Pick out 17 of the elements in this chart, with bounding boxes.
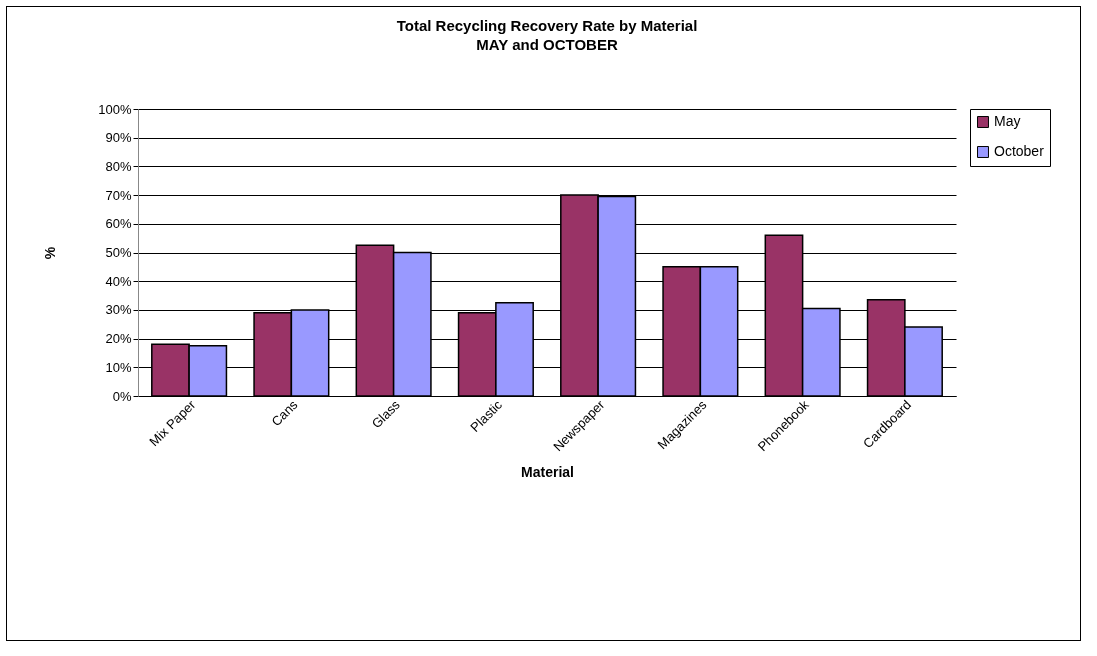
- y-tick-label: 70%: [105, 187, 132, 203]
- legend-label: October: [994, 143, 1045, 159]
- y-tick-label: 30%: [105, 302, 132, 318]
- y-tick-label: 40%: [105, 273, 132, 289]
- y-tick-label: 90%: [105, 130, 132, 146]
- y-tick-label: 100%: [98, 101, 132, 117]
- x-axis-title: Material: [521, 464, 574, 481]
- legend-label: May: [994, 113, 1021, 129]
- y-tick-label: 20%: [105, 331, 132, 347]
- chart-subtitle: MAY and OCTOBER: [476, 36, 618, 53]
- y-tick-label: 0%: [112, 388, 132, 404]
- y-tick-label: 50%: [105, 245, 132, 260]
- chart-title: Total Recycling Recovery Rate by Material: [396, 17, 698, 34]
- y-tick-label: 60%: [105, 216, 132, 232]
- y-tick-label: 80%: [105, 158, 132, 174]
- y-axis-title: %: [42, 246, 59, 260]
- y-tick-label: 10%: [105, 359, 132, 375]
